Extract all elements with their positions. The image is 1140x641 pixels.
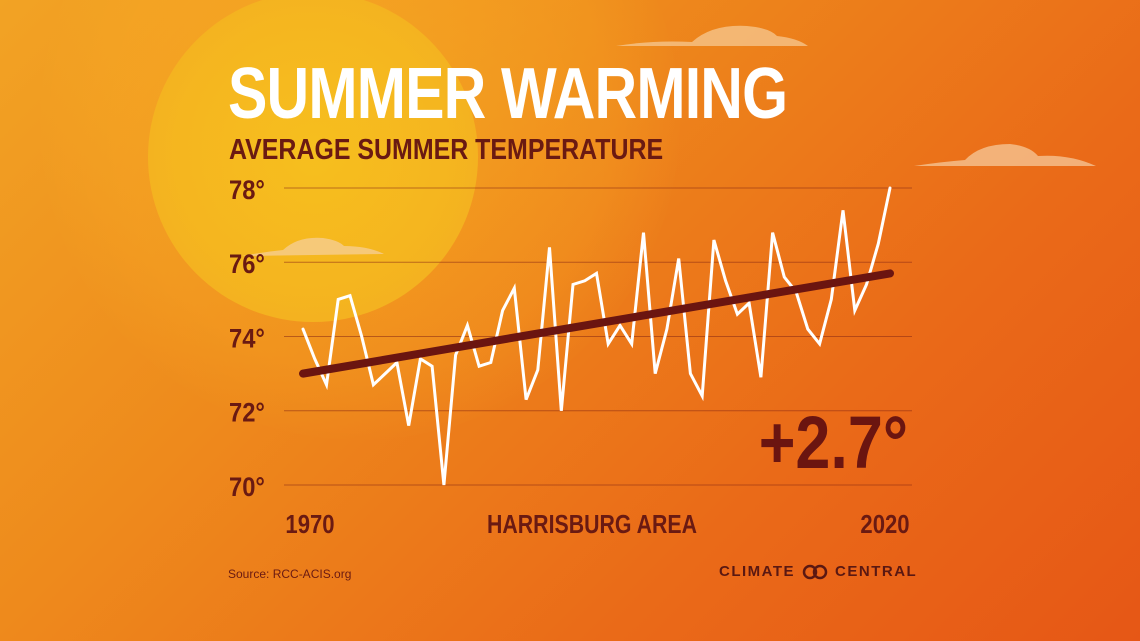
sun — [148, 0, 478, 322]
brand-left: CLIMATE — [719, 563, 796, 580]
y-axis-ticks: 70° 72° 74° 76° 78° — [229, 176, 265, 503]
gridlines — [284, 187, 912, 486]
trend-line — [299, 269, 894, 378]
y-tick-label: 76° — [229, 250, 265, 280]
y-tick-label: 78° — [229, 176, 265, 206]
linked-rings-icon — [802, 564, 828, 579]
chart-subtitle: AVERAGE SUMMER TEMPERATURE — [229, 134, 664, 166]
x-tick-label-start: 1970 — [285, 510, 334, 539]
cloud-left — [242, 237, 384, 256]
climate-central-logo: CLIMATE CENTRAL — [719, 563, 917, 580]
page-title: SUMMER WARMING — [228, 54, 788, 134]
brand-right: CENTRAL — [835, 563, 918, 580]
cloud-top-right — [616, 25, 808, 46]
cloud-right — [914, 144, 1096, 166]
data-points — [302, 187, 891, 486]
warming-annotation: +2.7° — [759, 401, 908, 484]
x-axis-label: HARRISBURG AREA — [487, 510, 697, 540]
source-note: Source: RCC-ACIS.org — [228, 567, 352, 581]
y-tick-label: 74° — [229, 324, 265, 354]
y-tick-label: 70° — [229, 473, 265, 503]
x-tick-label-end: 2020 — [860, 510, 909, 539]
y-tick-label: 72° — [229, 398, 265, 428]
